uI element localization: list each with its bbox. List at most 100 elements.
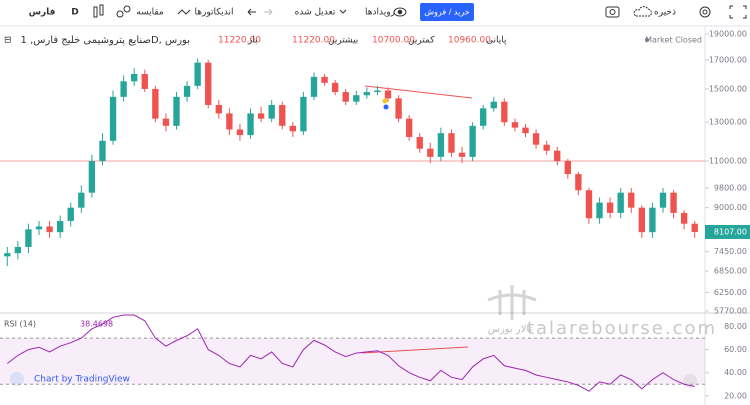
y-tick-label: 17000.00 — [709, 55, 747, 64]
y-tick-label: 20.00 — [724, 391, 747, 400]
watermark: talarebourse.com — [527, 318, 717, 339]
candle-body — [25, 229, 32, 247]
y-tick-label: 11000.00 — [709, 157, 747, 166]
y-tick-label: 19000.00 — [709, 30, 747, 39]
last-price-tag — [705, 224, 750, 239]
candle-body — [226, 113, 233, 130]
candle-body — [46, 226, 53, 233]
y-tick-label: 6250.00 — [714, 288, 747, 297]
symbol[interactable]: فارس — [29, 8, 56, 18]
tv-logo[interactable] — [10, 372, 24, 386]
tv-credit[interactable]: Chart by TradingView — [34, 375, 130, 385]
candle-body — [141, 73, 148, 89]
candle-body — [279, 104, 286, 126]
candle-body — [543, 144, 550, 151]
candle-body — [183, 85, 191, 97]
candle-body — [257, 113, 265, 119]
candle-body — [35, 226, 43, 230]
candle-body — [109, 96, 117, 141]
y-tick-label: 6850.00 — [714, 267, 747, 276]
y-tick-label: 13000.00 — [709, 118, 747, 127]
candle-body — [670, 192, 677, 213]
events-button[interactable]: رویدادها — [365, 8, 395, 18]
ohlc-label: باز — [247, 36, 258, 46]
candle-body — [236, 129, 244, 136]
collapse-icon[interactable]: ⊟ — [4, 36, 12, 46]
candle-body — [532, 133, 540, 145]
candle-body — [363, 92, 371, 96]
candle-body — [331, 82, 339, 93]
candle-body — [606, 202, 614, 213]
candle-body — [120, 81, 127, 97]
candle-body — [564, 161, 571, 175]
candle-body — [575, 174, 582, 191]
candle-body — [638, 207, 646, 233]
compare-button[interactable]: مقایسه — [136, 8, 164, 18]
candle-body — [511, 122, 519, 128]
candle-body — [659, 192, 667, 208]
candle-body — [310, 76, 318, 97]
ohlc-value: 10960.00 — [448, 36, 491, 46]
candle-body — [321, 76, 328, 83]
rsi-title: RSI (14) — [4, 320, 36, 329]
candle-body — [342, 92, 349, 102]
candle-body — [353, 95, 360, 102]
candle-body — [416, 136, 423, 149]
candle-body — [427, 148, 434, 157]
legend-title: صنایع پتروشیمی خلیج فارس, 1D, بورس — [21, 35, 190, 46]
candle-body — [14, 246, 22, 254]
candle-body — [691, 223, 698, 232]
candle-body — [501, 101, 508, 123]
interval[interactable]: D — [71, 8, 78, 18]
ohlc-label: کمترین — [408, 36, 435, 46]
rsi-line — [6, 314, 695, 392]
y-tick-label: 60.00 — [724, 345, 747, 354]
candle-body — [173, 96, 180, 126]
candle-body — [405, 118, 413, 137]
save-button[interactable]: ذخیره — [654, 8, 676, 18]
candle-body — [490, 101, 497, 109]
y-tick-label: 7450.00 — [714, 247, 747, 256]
candle-body — [469, 125, 476, 157]
candle-body — [448, 133, 455, 153]
candle-body — [554, 150, 561, 162]
y-tick-label: 9000.00 — [714, 203, 747, 212]
candle-body — [162, 118, 170, 126]
status-dot — [645, 38, 649, 42]
drawing-handle[interactable] — [382, 98, 388, 104]
candle-body — [205, 62, 212, 105]
candle-body — [585, 190, 593, 219]
candle-body — [458, 152, 466, 157]
watermark-fa: تالار بورس — [488, 324, 533, 335]
indicators-button[interactable]: اندیکاتورها — [195, 8, 234, 18]
candle-body — [131, 73, 138, 82]
last-price-label: 8107.00 — [714, 227, 747, 236]
trade-button-bg[interactable] — [420, 3, 474, 21]
candle-body — [215, 104, 222, 114]
adjust-button[interactable]: تعدیل شده — [295, 8, 336, 18]
candle-body — [152, 88, 159, 119]
candle-body — [649, 207, 656, 233]
candle-body — [680, 212, 688, 224]
drawing-handle[interactable] — [383, 104, 389, 110]
candle-body — [289, 125, 297, 132]
ohlc-label: بیشترین — [328, 36, 358, 46]
trade-button[interactable]: خرید / فروش — [424, 8, 469, 17]
candle-body — [395, 98, 402, 119]
y-tick-label: 9800.00 — [714, 183, 747, 192]
candle-body — [384, 90, 392, 99]
candle-body — [88, 161, 96, 193]
ohlc-value: 11220.00 — [218, 36, 261, 46]
ohlc-value: 11220.00 — [292, 36, 335, 46]
y-tick-label: 15000.00 — [709, 84, 747, 93]
candle-body — [628, 192, 635, 208]
watermark-logo — [487, 285, 537, 320]
trend-line[interactable] — [364, 85, 473, 99]
candle-body — [56, 220, 64, 233]
ohlc-value: 10700.00 — [372, 36, 415, 46]
candle-body — [300, 96, 307, 132]
y-tick-label: 40.00 — [724, 368, 747, 377]
candle-body — [617, 192, 624, 213]
